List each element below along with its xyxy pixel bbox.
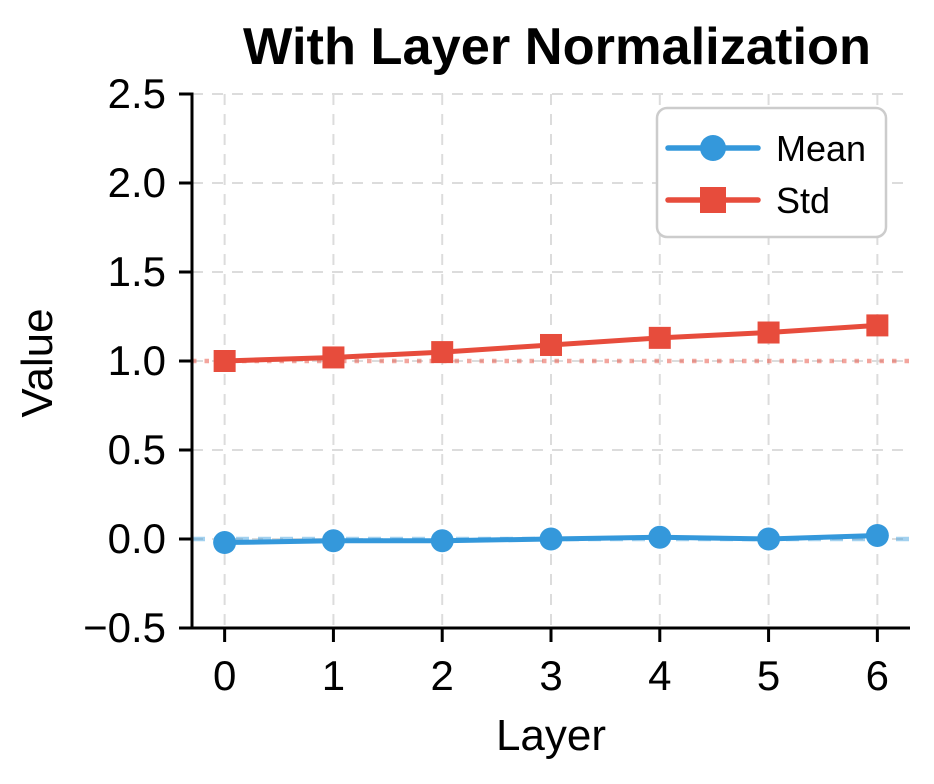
mean-marker xyxy=(430,529,454,553)
mean-marker xyxy=(321,529,345,553)
y-tick-label: 1.5 xyxy=(108,248,166,295)
std-marker xyxy=(431,341,454,364)
y-axis-label: Value xyxy=(13,308,62,417)
x-tick-label: 1 xyxy=(322,652,345,699)
y-tick-label: 2.0 xyxy=(108,159,166,206)
std-marker xyxy=(757,321,780,344)
x-tick-label: 0 xyxy=(213,652,236,699)
mean-marker xyxy=(757,527,781,551)
x-tick-label: 2 xyxy=(431,652,454,699)
std-marker xyxy=(866,314,889,337)
std-marker xyxy=(648,326,671,349)
legend-label-std: Std xyxy=(776,180,830,221)
y-tick-label: 0.5 xyxy=(108,426,166,473)
mean-marker xyxy=(865,523,889,547)
std-marker xyxy=(540,333,562,356)
y-tick-label: 2.5 xyxy=(108,70,166,117)
chart-title: With Layer Normalization xyxy=(243,18,871,76)
y-tick-label: −0.5 xyxy=(83,604,166,651)
mean-marker xyxy=(539,527,563,551)
x-tick-label: 6 xyxy=(866,652,889,699)
x-tick-label: 3 xyxy=(539,652,562,699)
legend-sample-std-marker xyxy=(700,187,726,213)
legend-samples xyxy=(665,135,761,213)
legend-sample-mean-marker xyxy=(700,135,726,161)
mean-marker xyxy=(213,531,237,555)
x-axis-label: Layer xyxy=(496,711,606,760)
std-marker xyxy=(213,350,236,372)
y-tick-label: 1.0 xyxy=(108,337,166,384)
std-marker xyxy=(322,346,345,369)
x-tick-label: 5 xyxy=(757,652,780,699)
mean-marker xyxy=(648,525,672,549)
x-tick-label: 4 xyxy=(648,652,671,699)
y-tick-label: 0.0 xyxy=(108,515,166,562)
legend: Mean Std xyxy=(655,106,888,239)
legend-label-mean: Mean xyxy=(776,128,866,169)
